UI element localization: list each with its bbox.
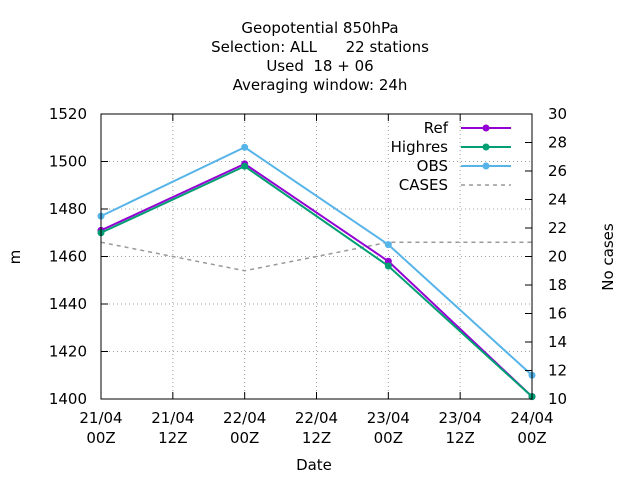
legend-marker-obs	[482, 162, 490, 170]
y2-tick-label: 28	[548, 134, 567, 152]
legend-marker-ref	[482, 124, 490, 132]
data-point-highres	[241, 162, 249, 170]
legend-label-obs: OBS	[417, 157, 448, 175]
x-tick-label-time: 12Z	[158, 429, 187, 447]
series-line-obs	[100, 146, 533, 376]
data-point-highres	[384, 262, 392, 270]
x-tick-label-date: 22/04	[223, 409, 266, 427]
series-line-ref	[100, 162, 533, 398]
y2-tick-label: 24	[548, 191, 567, 209]
legend-marker-highres	[482, 143, 490, 151]
x-tick-label-date: 23/04	[439, 409, 482, 427]
y2-tick-label: 12	[548, 362, 567, 380]
x-tick-label-date: 21/04	[151, 409, 194, 427]
y2-tick-label: 30	[548, 105, 567, 123]
legend-label-cases: CASES	[399, 176, 448, 194]
y-tick-label: 1480	[49, 200, 87, 218]
y-tick-label: 1520	[49, 105, 87, 123]
legend-label-ref: Ref	[424, 119, 449, 137]
x-tick-label-date: 24/04	[510, 409, 553, 427]
y2-axis-label: No cases	[599, 223, 617, 291]
series-line-highres	[100, 165, 533, 398]
y-tick-label: 1500	[49, 153, 87, 171]
y2-tick-label: 14	[548, 333, 567, 351]
y2-tick-label: 22	[548, 219, 567, 237]
data-point-obs	[241, 143, 249, 151]
x-tick-label-time: 00Z	[230, 429, 259, 447]
chart-title: Geopotential 850hPa Selection: ALL 22 st…	[211, 19, 429, 94]
axes: 1400 1420 1440 1460 1480 1500 1520 10 12 14 16 18 20…	[49, 105, 567, 447]
title-line-1: Geopotential 850hPa	[241, 19, 398, 37]
y2-tick-label: 16	[548, 305, 567, 323]
y2-tick-label: 10	[548, 390, 567, 408]
y-tick-label: 1420	[49, 343, 87, 361]
y-tick-label: 1460	[49, 248, 87, 266]
x-axis-label: Date	[296, 456, 332, 474]
x-tick-label-time: 12Z	[445, 429, 474, 447]
x-tick-label-time: 00Z	[86, 429, 115, 447]
title-line-4: Averaging window: 24h	[233, 76, 408, 94]
data-point-obs	[384, 241, 392, 249]
y-tick-label: 1400	[49, 390, 87, 408]
y2-tick-label: 20	[548, 248, 567, 266]
legend-label-highres: Highres	[391, 138, 449, 156]
y-axis-label: m	[6, 250, 24, 265]
title-line-2: Selection: ALL 22 stations	[211, 38, 429, 56]
x-tick-label-time: 12Z	[302, 429, 331, 447]
y2-tick-label: 26	[548, 162, 567, 180]
x-tick-label-time: 00Z	[517, 429, 546, 447]
x-tick-label-date: 21/04	[79, 409, 122, 427]
x-tick-label-time: 00Z	[374, 429, 403, 447]
y-tick-label: 1440	[49, 295, 87, 313]
title-line-3: Used 18 + 06	[266, 57, 373, 75]
x-tick-label-date: 22/04	[295, 409, 338, 427]
series-layer	[97, 143, 536, 401]
series-line-cases	[100, 241, 532, 272]
x-tick-label-date: 23/04	[367, 409, 410, 427]
y2-tick-label: 18	[548, 276, 567, 294]
